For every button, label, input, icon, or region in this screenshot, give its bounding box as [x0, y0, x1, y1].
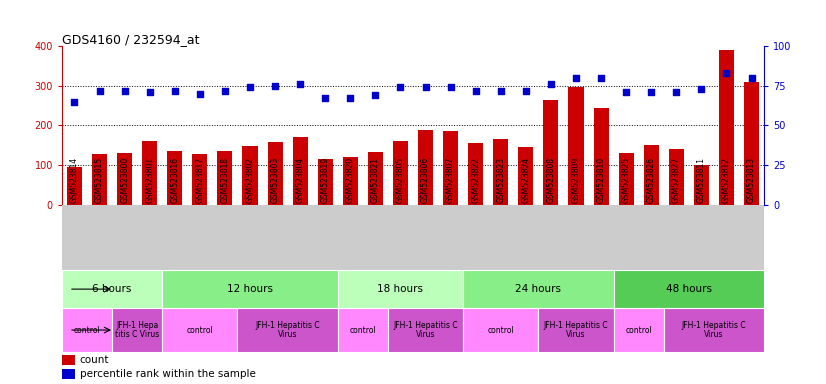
Bar: [468, 143, 483, 205]
Bar: [594, 108, 609, 205]
Point: [218, 88, 231, 94]
Bar: [614, 270, 764, 308]
Point: [670, 89, 683, 95]
Bar: [443, 131, 458, 205]
Point: [368, 92, 382, 98]
Point: [719, 70, 733, 76]
Bar: [744, 82, 759, 205]
Point: [319, 95, 332, 101]
Bar: [519, 147, 534, 205]
Text: JFH-1 Hepatitis C
Virus: JFH-1 Hepatitis C Virus: [544, 321, 608, 339]
Point: [494, 88, 507, 94]
Bar: [318, 159, 333, 205]
Point: [695, 86, 708, 92]
Bar: [418, 130, 433, 205]
Text: JFH-1 Hepa
titis C Virus: JFH-1 Hepa titis C Virus: [115, 321, 159, 339]
Point: [68, 99, 81, 105]
Bar: [388, 308, 463, 352]
Bar: [162, 308, 238, 352]
Point: [419, 84, 432, 90]
Point: [544, 81, 558, 87]
Point: [93, 88, 107, 94]
Bar: [493, 139, 508, 205]
Bar: [694, 165, 709, 205]
Text: control: control: [74, 326, 101, 334]
Bar: [117, 153, 132, 205]
Point: [244, 84, 257, 90]
Text: JFH-1 Hepatitis C
Virus: JFH-1 Hepatitis C Virus: [393, 321, 458, 339]
Point: [469, 88, 482, 94]
Point: [569, 75, 582, 81]
Point: [595, 75, 608, 81]
Bar: [568, 86, 583, 205]
Point: [118, 88, 131, 94]
Text: control: control: [349, 326, 376, 334]
Bar: [643, 145, 659, 205]
Bar: [238, 308, 338, 352]
Text: control: control: [187, 326, 213, 334]
Bar: [619, 153, 634, 205]
Bar: [62, 369, 74, 379]
Bar: [67, 167, 82, 205]
Bar: [268, 142, 282, 205]
Bar: [217, 151, 232, 205]
Bar: [539, 308, 614, 352]
Bar: [338, 270, 463, 308]
Bar: [62, 308, 112, 352]
Point: [444, 84, 458, 90]
Bar: [544, 99, 558, 205]
Point: [293, 81, 306, 87]
Text: percentile rank within the sample: percentile rank within the sample: [79, 369, 255, 379]
Bar: [112, 308, 162, 352]
Bar: [368, 152, 383, 205]
Bar: [167, 151, 183, 205]
Point: [520, 88, 533, 94]
Text: 48 hours: 48 hours: [666, 284, 712, 294]
Point: [745, 75, 758, 81]
Bar: [719, 50, 734, 205]
Text: count: count: [79, 355, 109, 365]
Text: JFH-1 Hepatitis C
Virus: JFH-1 Hepatitis C Virus: [255, 321, 320, 339]
Text: 6 hours: 6 hours: [93, 284, 132, 294]
Bar: [92, 154, 107, 205]
Text: JFH-1 Hepatitis C
Virus: JFH-1 Hepatitis C Virus: [681, 321, 746, 339]
Text: control: control: [625, 326, 652, 334]
Text: 24 hours: 24 hours: [515, 284, 562, 294]
Bar: [463, 308, 539, 352]
Text: GDS4160 / 232594_at: GDS4160 / 232594_at: [62, 33, 199, 46]
Bar: [669, 149, 684, 205]
Bar: [292, 137, 307, 205]
Bar: [62, 354, 74, 364]
Bar: [463, 270, 614, 308]
Point: [169, 88, 182, 94]
Bar: [192, 154, 207, 205]
Point: [394, 84, 407, 90]
Bar: [614, 308, 664, 352]
Point: [344, 95, 357, 101]
Bar: [243, 146, 258, 205]
Bar: [162, 270, 338, 308]
Bar: [393, 141, 408, 205]
Point: [143, 89, 156, 95]
Text: 12 hours: 12 hours: [227, 284, 273, 294]
Point: [268, 83, 282, 89]
Bar: [142, 141, 157, 205]
Text: control: control: [487, 326, 514, 334]
Bar: [343, 157, 358, 205]
Bar: [664, 308, 764, 352]
Point: [644, 89, 657, 95]
Bar: [62, 270, 162, 308]
Bar: [338, 308, 388, 352]
Text: 18 hours: 18 hours: [377, 284, 424, 294]
Point: [193, 91, 206, 97]
Point: [620, 89, 633, 95]
